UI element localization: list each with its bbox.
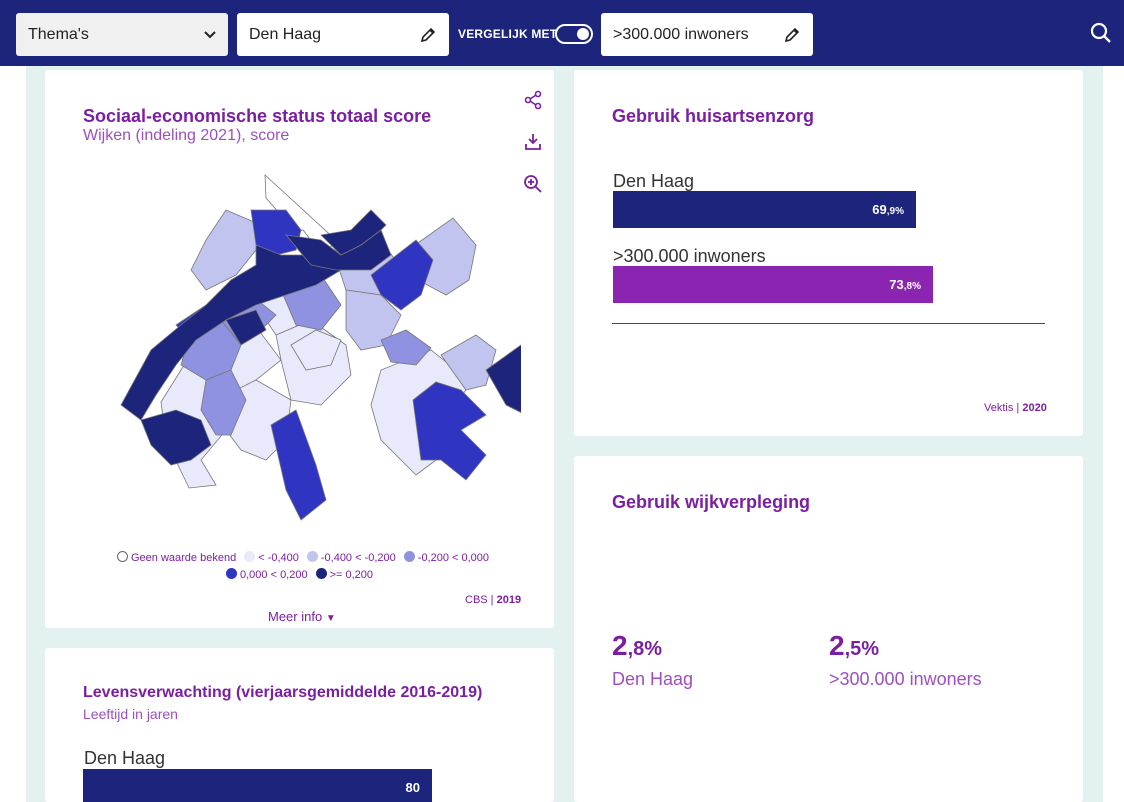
bar-value-main: 73 [889,277,904,292]
bar-category-label: Den Haag [84,748,166,768]
huisarts-title: Gebruik huisartsenzorg [612,106,815,126]
map-region [290,329,342,371]
value-main: 2 [829,630,845,661]
map-region [140,409,212,466]
more-info-label: Meer info [268,609,323,624]
map-region [320,209,387,256]
choropleth-map[interactable] [81,170,521,525]
leven-subtitle: Leeftijd in jaren [83,706,178,722]
source-year: 2020 [1022,402,1047,414]
source-name: CBS [465,594,488,606]
ses-map-card: Sociaal-economische status totaal score … [45,70,554,628]
legend-swatch-circle [117,551,128,562]
place-value: Den Haag [249,25,322,43]
search-icon[interactable] [1090,22,1112,44]
pencil-icon[interactable] [419,26,437,44]
wijk-card: Gebruik wijkverpleging 2,8% Den Haag 2,5… [574,456,1083,802]
legend-item[interactable]: 0,000 < 0,200 [226,568,308,581]
map-legend-row1: Geen waarde bekend < -0,400 -0,400 < -0,… [117,551,489,564]
legend-swatch-circle [226,568,237,579]
map-source: CBS | 2019 [465,594,522,606]
legend-label: -0,400 < -0,200 [320,552,396,564]
compare-selector[interactable]: >300.000 inwoners [601,13,813,56]
legend-label: >= 0,200 [329,569,374,581]
wijk-value-compare: 2,5% [829,630,879,662]
value-main: 2 [612,630,628,661]
value-decimal: ,8% [627,638,663,660]
themes-dropdown[interactable]: Thema's [16,13,228,56]
place-selector[interactable]: Den Haag [237,13,449,56]
compare-toggle[interactable] [555,24,593,44]
bar-category-label: Den Haag [613,171,695,191]
legend-swatch-circle [306,551,318,562]
wijk-title: Gebruik wijkverpleging [612,492,811,512]
bar-value-label: 73,8% [889,277,921,292]
bar-value-decimal: ,8% [903,281,921,292]
bar-den-haag[interactable]: 69,9% [613,191,916,228]
legend-label: -0,200 < 0,000 [417,552,490,564]
map-region [380,329,432,366]
bar-value-label: 80 [405,780,420,795]
themes-dropdown-label: Thema's [28,25,89,43]
wijk-label-den-haag: Den Haag [612,669,694,689]
map-region [200,369,247,436]
compare-value: >300.000 inwoners [613,25,749,43]
top-bar: Thema's Den Haag VERGELIJK MET >300.000 … [0,0,1124,66]
bar-value-label: 69,9% [872,202,904,217]
zoom-in-icon[interactable] [523,174,543,194]
map-region [485,344,521,413]
legend-swatch-circle [244,551,256,562]
bar-compare[interactable]: 73,8% [613,266,933,303]
map-region [285,229,392,271]
source-year: 2019 [496,594,522,606]
toggle-knob [577,28,589,40]
bar-value-main: 69 [872,202,887,217]
legend-item[interactable]: Geen waarde bekend [117,551,236,564]
legend-item[interactable]: -0,400 < -0,200 [306,551,396,564]
map-region [412,381,487,481]
legend-label: < -0,400 [258,552,299,564]
legend-swatch-circle [403,551,415,562]
leven-title: Levensverwachting (vierjaarsgemiddelde 2… [83,684,483,701]
ses-map-subtitle: Wijken (indeling 2021), score [83,127,290,144]
legend-item[interactable]: >= 0,200 [315,568,374,581]
legend-item[interactable]: < -0,400 [244,551,299,564]
share-icon[interactable] [523,90,543,110]
more-info-link[interactable]: Meer info ▼ [268,609,336,624]
compare-label: VERGELIJK MET [458,27,558,41]
legend-item[interactable]: -0,200 < 0,000 [403,551,490,564]
caret-down-icon: ▼ [325,613,336,624]
source-name: Vektis [984,402,1014,414]
wijk-label-compare: >300.000 inwoners [829,669,982,689]
legend-label: 0,000 < 0,200 [240,569,308,581]
download-icon[interactable] [524,132,542,152]
ses-map-title: Sociaal-economische status totaal score [83,106,432,126]
wijk-value-den-haag: 2,8% [612,630,662,662]
bar-value-decimal: ,9% [886,206,904,217]
legend-label: Geen waarde bekend [131,552,237,564]
map-legend-row2: 0,000 < 0,200 >= 0,200 [226,568,373,581]
leven-card: Levensverwachting (vierjaarsgemiddelde 2… [45,648,554,802]
chevron-down-icon [204,30,216,38]
huisarts-source: Vektis | 2020 [984,402,1047,414]
map-region [370,239,434,311]
bar-den-haag[interactable]: 80 [83,769,432,802]
pencil-icon[interactable] [783,26,801,44]
value-decimal: ,5% [844,638,880,660]
map-region [225,309,267,346]
chart-baseline [612,323,1045,324]
map-region [270,409,327,521]
legend-swatch-circle [315,568,327,579]
huisarts-card: Gebruik huisartsenzorg Den Haag 69,9% >3… [574,70,1083,436]
bar-category-label: >300.000 inwoners [613,246,766,266]
